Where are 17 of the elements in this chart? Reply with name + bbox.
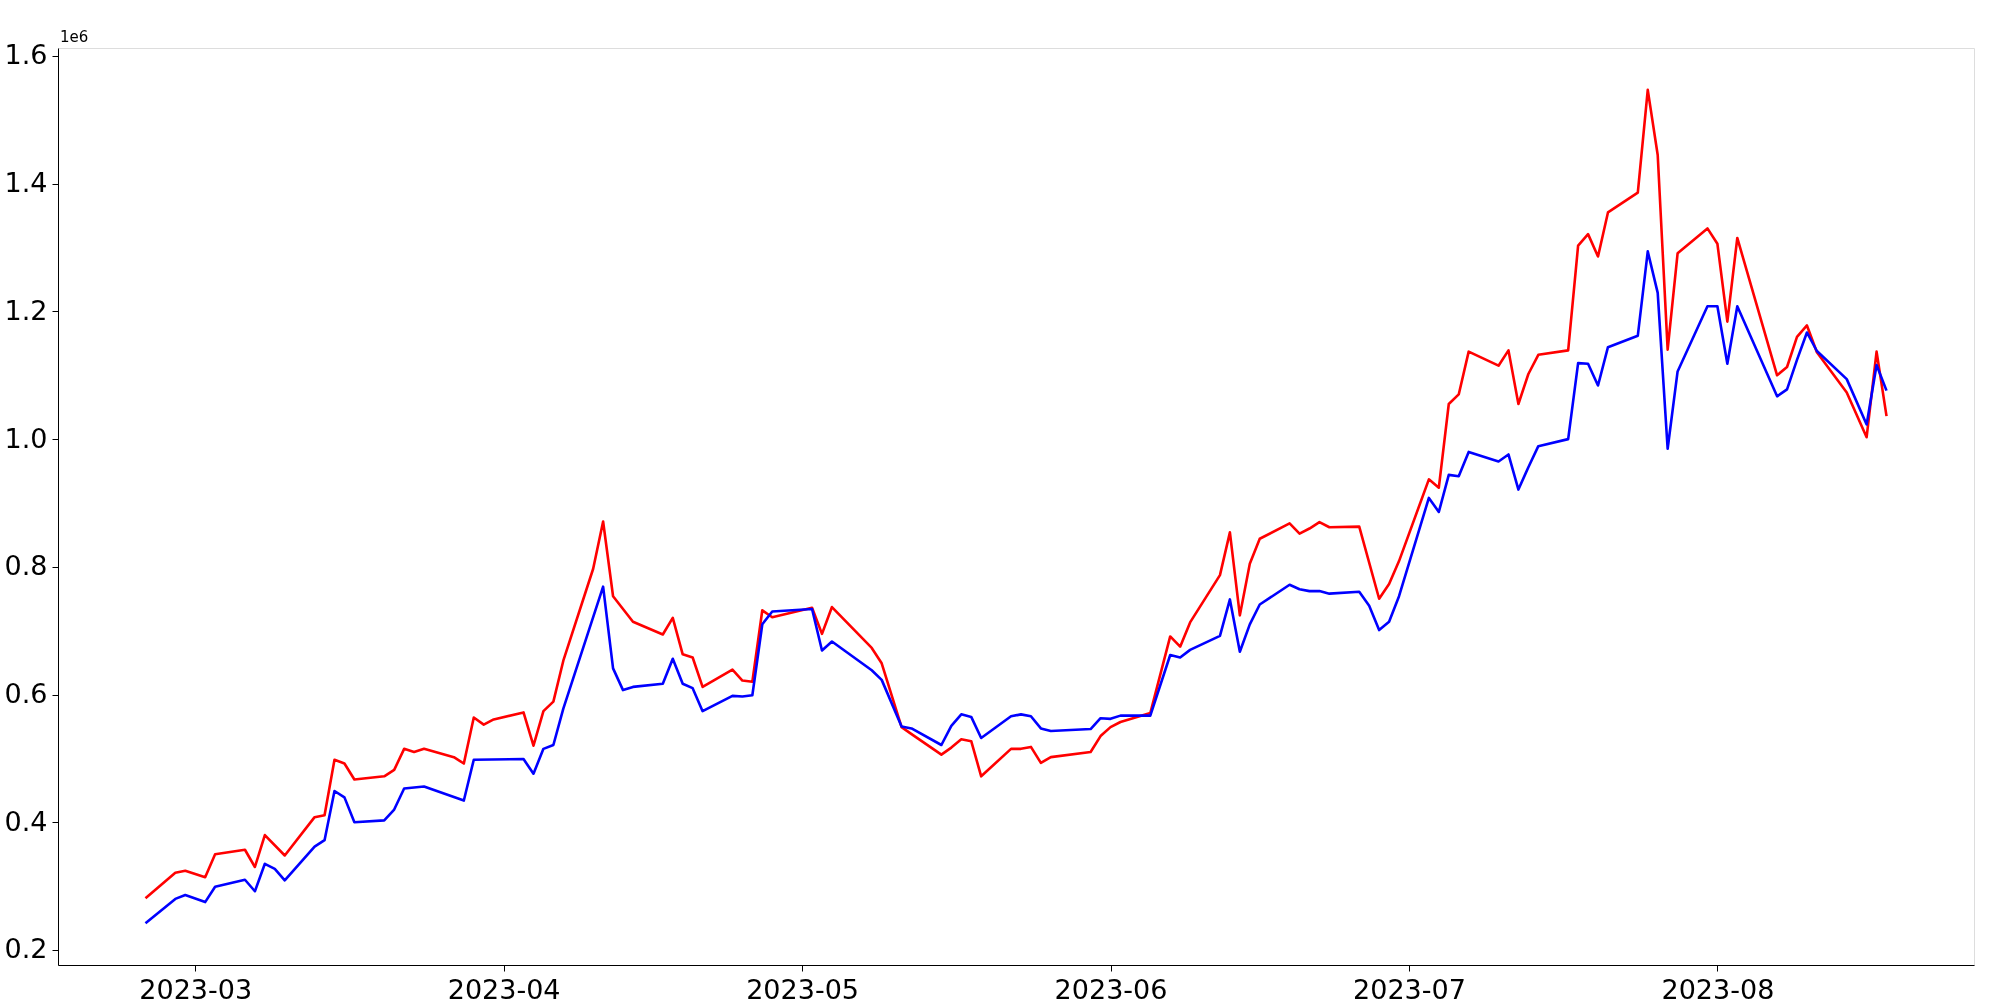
text: 1e6 [60,28,89,46]
line-series [144,88,1888,900]
y-tick-label: 0.2 [4,933,48,965]
x-tick-label: 2023-04 [447,973,561,1000]
y-tick-label: 0.6 [4,678,48,710]
x-tick-label: 2023-05 [746,973,859,1000]
y-tick-label: 1.4 [4,167,48,199]
x-tick-label: 2023-03 [139,973,253,1000]
y-tick-label: 1.6 [4,39,48,71]
y-tick-label: 1.0 [4,422,48,454]
x-tick-label: 2023-06 [1054,973,1168,1000]
y-tick-label: 0.8 [4,550,48,582]
x-tick-label: 2023-07 [1353,973,1466,1000]
y-tick-label: 0.4 [4,805,48,837]
line-series [144,250,1888,925]
x-tick-label: 2023-08 [1661,973,1775,1000]
y-tick-label: 1.2 [4,294,48,326]
